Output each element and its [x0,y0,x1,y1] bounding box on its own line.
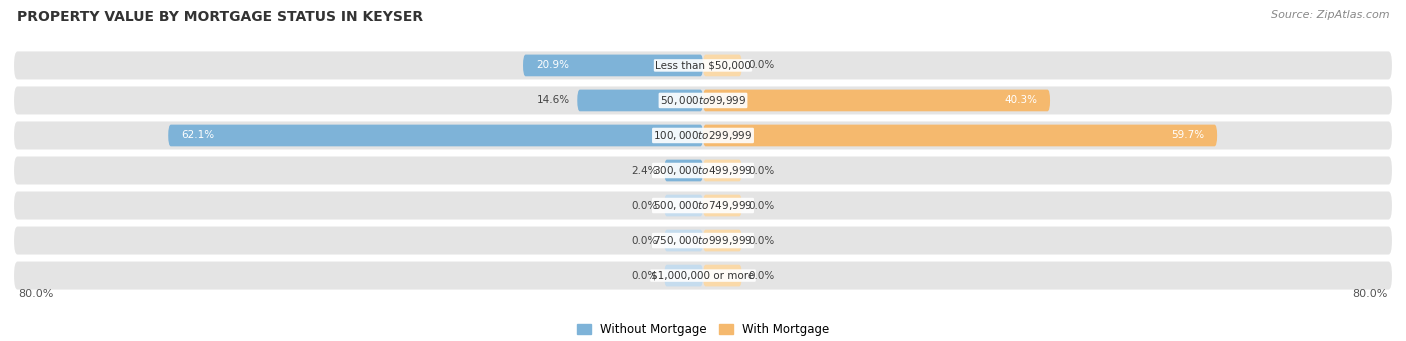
FancyBboxPatch shape [703,160,742,181]
FancyBboxPatch shape [703,55,742,76]
FancyBboxPatch shape [703,230,742,251]
Text: 59.7%: 59.7% [1171,131,1204,140]
FancyBboxPatch shape [664,230,703,251]
FancyBboxPatch shape [14,157,1392,184]
Text: 40.3%: 40.3% [1004,95,1038,105]
Text: $300,000 to $499,999: $300,000 to $499,999 [654,164,752,177]
Text: 0.0%: 0.0% [748,201,775,210]
FancyBboxPatch shape [14,121,1392,149]
Text: 0.0%: 0.0% [631,201,658,210]
Text: 0.0%: 0.0% [631,270,658,281]
Text: 80.0%: 80.0% [1353,290,1388,299]
Legend: Without Mortgage, With Mortgage: Without Mortgage, With Mortgage [572,318,834,341]
Text: 20.9%: 20.9% [536,60,569,71]
Text: $50,000 to $99,999: $50,000 to $99,999 [659,94,747,107]
Text: 0.0%: 0.0% [748,60,775,71]
FancyBboxPatch shape [14,226,1392,254]
FancyBboxPatch shape [578,90,703,111]
Text: 2.4%: 2.4% [631,165,658,176]
Text: 0.0%: 0.0% [748,236,775,246]
Text: $100,000 to $299,999: $100,000 to $299,999 [654,129,752,142]
Text: PROPERTY VALUE BY MORTGAGE STATUS IN KEYSER: PROPERTY VALUE BY MORTGAGE STATUS IN KEY… [17,10,423,24]
FancyBboxPatch shape [523,55,703,76]
Text: 0.0%: 0.0% [631,236,658,246]
FancyBboxPatch shape [14,192,1392,220]
Text: Less than $50,000: Less than $50,000 [655,60,751,71]
Text: $500,000 to $749,999: $500,000 to $749,999 [654,199,752,212]
Text: $1,000,000 or more: $1,000,000 or more [651,270,755,281]
FancyBboxPatch shape [14,262,1392,290]
Text: Source: ZipAtlas.com: Source: ZipAtlas.com [1271,10,1389,20]
FancyBboxPatch shape [14,51,1392,79]
FancyBboxPatch shape [664,195,703,217]
Text: 0.0%: 0.0% [748,165,775,176]
FancyBboxPatch shape [169,124,703,146]
FancyBboxPatch shape [703,195,742,217]
FancyBboxPatch shape [703,124,1218,146]
FancyBboxPatch shape [14,87,1392,115]
FancyBboxPatch shape [703,90,1050,111]
FancyBboxPatch shape [664,265,703,286]
Text: $750,000 to $999,999: $750,000 to $999,999 [654,234,752,247]
Text: 0.0%: 0.0% [748,270,775,281]
Text: 80.0%: 80.0% [18,290,53,299]
FancyBboxPatch shape [664,160,703,181]
Text: 14.6%: 14.6% [537,95,571,105]
Text: 62.1%: 62.1% [181,131,214,140]
FancyBboxPatch shape [703,265,742,286]
